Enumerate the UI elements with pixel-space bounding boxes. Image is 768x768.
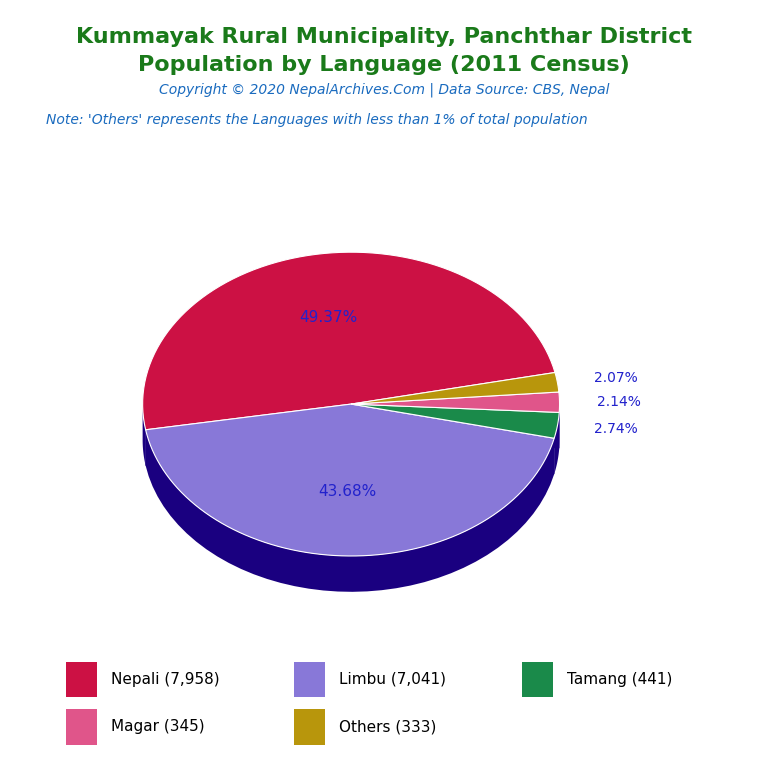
Polygon shape	[351, 404, 554, 474]
Polygon shape	[351, 404, 554, 474]
Polygon shape	[351, 404, 559, 449]
Polygon shape	[351, 404, 559, 439]
Polygon shape	[143, 404, 146, 465]
Text: Limbu (7,041): Limbu (7,041)	[339, 672, 446, 687]
Text: 2.07%: 2.07%	[594, 371, 638, 386]
Text: Nepali (7,958): Nepali (7,958)	[111, 672, 220, 687]
Text: Copyright © 2020 NepalArchives.Com | Data Source: CBS, Nepal: Copyright © 2020 NepalArchives.Com | Dat…	[159, 83, 609, 98]
Text: Tamang (441): Tamang (441)	[567, 672, 673, 687]
FancyBboxPatch shape	[294, 661, 326, 697]
Text: Note: 'Others' represents the Languages with less than 1% of total population: Note: 'Others' represents the Languages …	[46, 113, 588, 127]
Text: Others (333): Others (333)	[339, 720, 436, 734]
Text: 2.74%: 2.74%	[594, 422, 638, 436]
Polygon shape	[146, 404, 554, 556]
Text: Kummayak Rural Municipality, Panchthar District: Kummayak Rural Municipality, Panchthar D…	[76, 27, 692, 47]
Polygon shape	[554, 412, 559, 474]
Text: 2.14%: 2.14%	[597, 395, 641, 409]
FancyBboxPatch shape	[294, 709, 326, 745]
Polygon shape	[146, 404, 351, 465]
Polygon shape	[351, 392, 560, 412]
Polygon shape	[143, 252, 555, 430]
Text: 43.68%: 43.68%	[319, 485, 377, 499]
Polygon shape	[351, 372, 559, 404]
FancyBboxPatch shape	[522, 661, 553, 697]
Text: 49.37%: 49.37%	[300, 310, 357, 325]
Text: Population by Language (2011 Census): Population by Language (2011 Census)	[138, 55, 630, 75]
Polygon shape	[146, 404, 351, 465]
Polygon shape	[146, 430, 554, 592]
Text: Magar (345): Magar (345)	[111, 720, 204, 734]
Polygon shape	[351, 404, 559, 449]
FancyBboxPatch shape	[66, 661, 97, 697]
FancyBboxPatch shape	[66, 709, 97, 745]
